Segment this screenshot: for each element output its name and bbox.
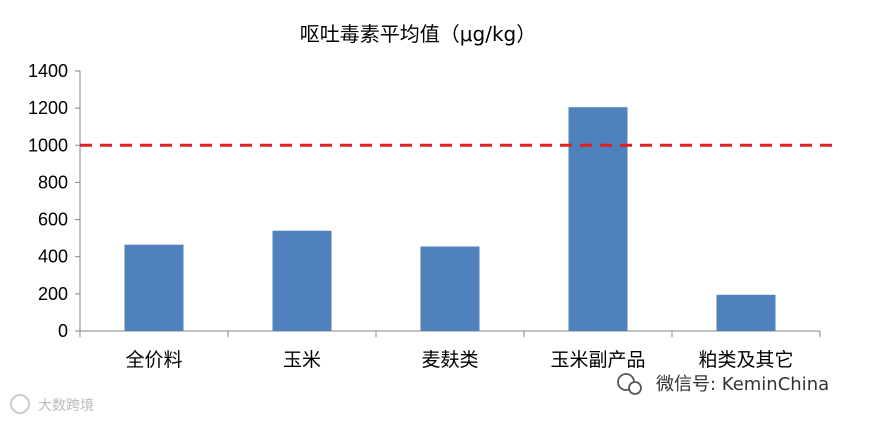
bar	[716, 294, 776, 331]
y-tick-label: 1400	[28, 61, 68, 81]
x-category-label: 玉米副产品	[550, 349, 645, 371]
corner-watermark: 大数跨境	[10, 394, 94, 414]
x-axis: 全价料 玉米 麦麸类 玉米副产品 粕类及其它	[79, 330, 821, 371]
x-category-label: 全价料	[125, 349, 182, 371]
y-tick-label: 0	[58, 321, 68, 341]
y-tick-label: 800	[38, 172, 68, 192]
y-tick-label: 600	[38, 210, 68, 230]
x-category-label: 麦麸类	[421, 349, 478, 371]
x-category-label: 玉米	[283, 349, 321, 371]
corner-watermark-text: 大数跨境	[38, 398, 94, 414]
bar	[124, 244, 184, 331]
y-tick-label: 200	[38, 284, 68, 304]
y-tick-label: 1200	[28, 98, 68, 118]
logo-icon	[10, 394, 30, 414]
y-axis: 0 200 400 600 800 1000 1200 1400	[28, 61, 81, 341]
wechat-id-text: 微信号: KeminChina	[656, 374, 829, 395]
bar	[568, 107, 628, 331]
bars	[124, 107, 776, 331]
bar	[420, 246, 480, 331]
y-tick-label: 400	[38, 247, 68, 267]
x-category-label: 粕类及其它	[698, 349, 793, 371]
y-tick-label: 1000	[28, 135, 68, 155]
wechat-watermark: 微信号: KeminChina	[617, 373, 829, 395]
bar	[272, 230, 332, 331]
wechat-icon	[617, 373, 642, 395]
chart-title: 呕吐毒素平均值（μg/kg）	[300, 22, 536, 46]
